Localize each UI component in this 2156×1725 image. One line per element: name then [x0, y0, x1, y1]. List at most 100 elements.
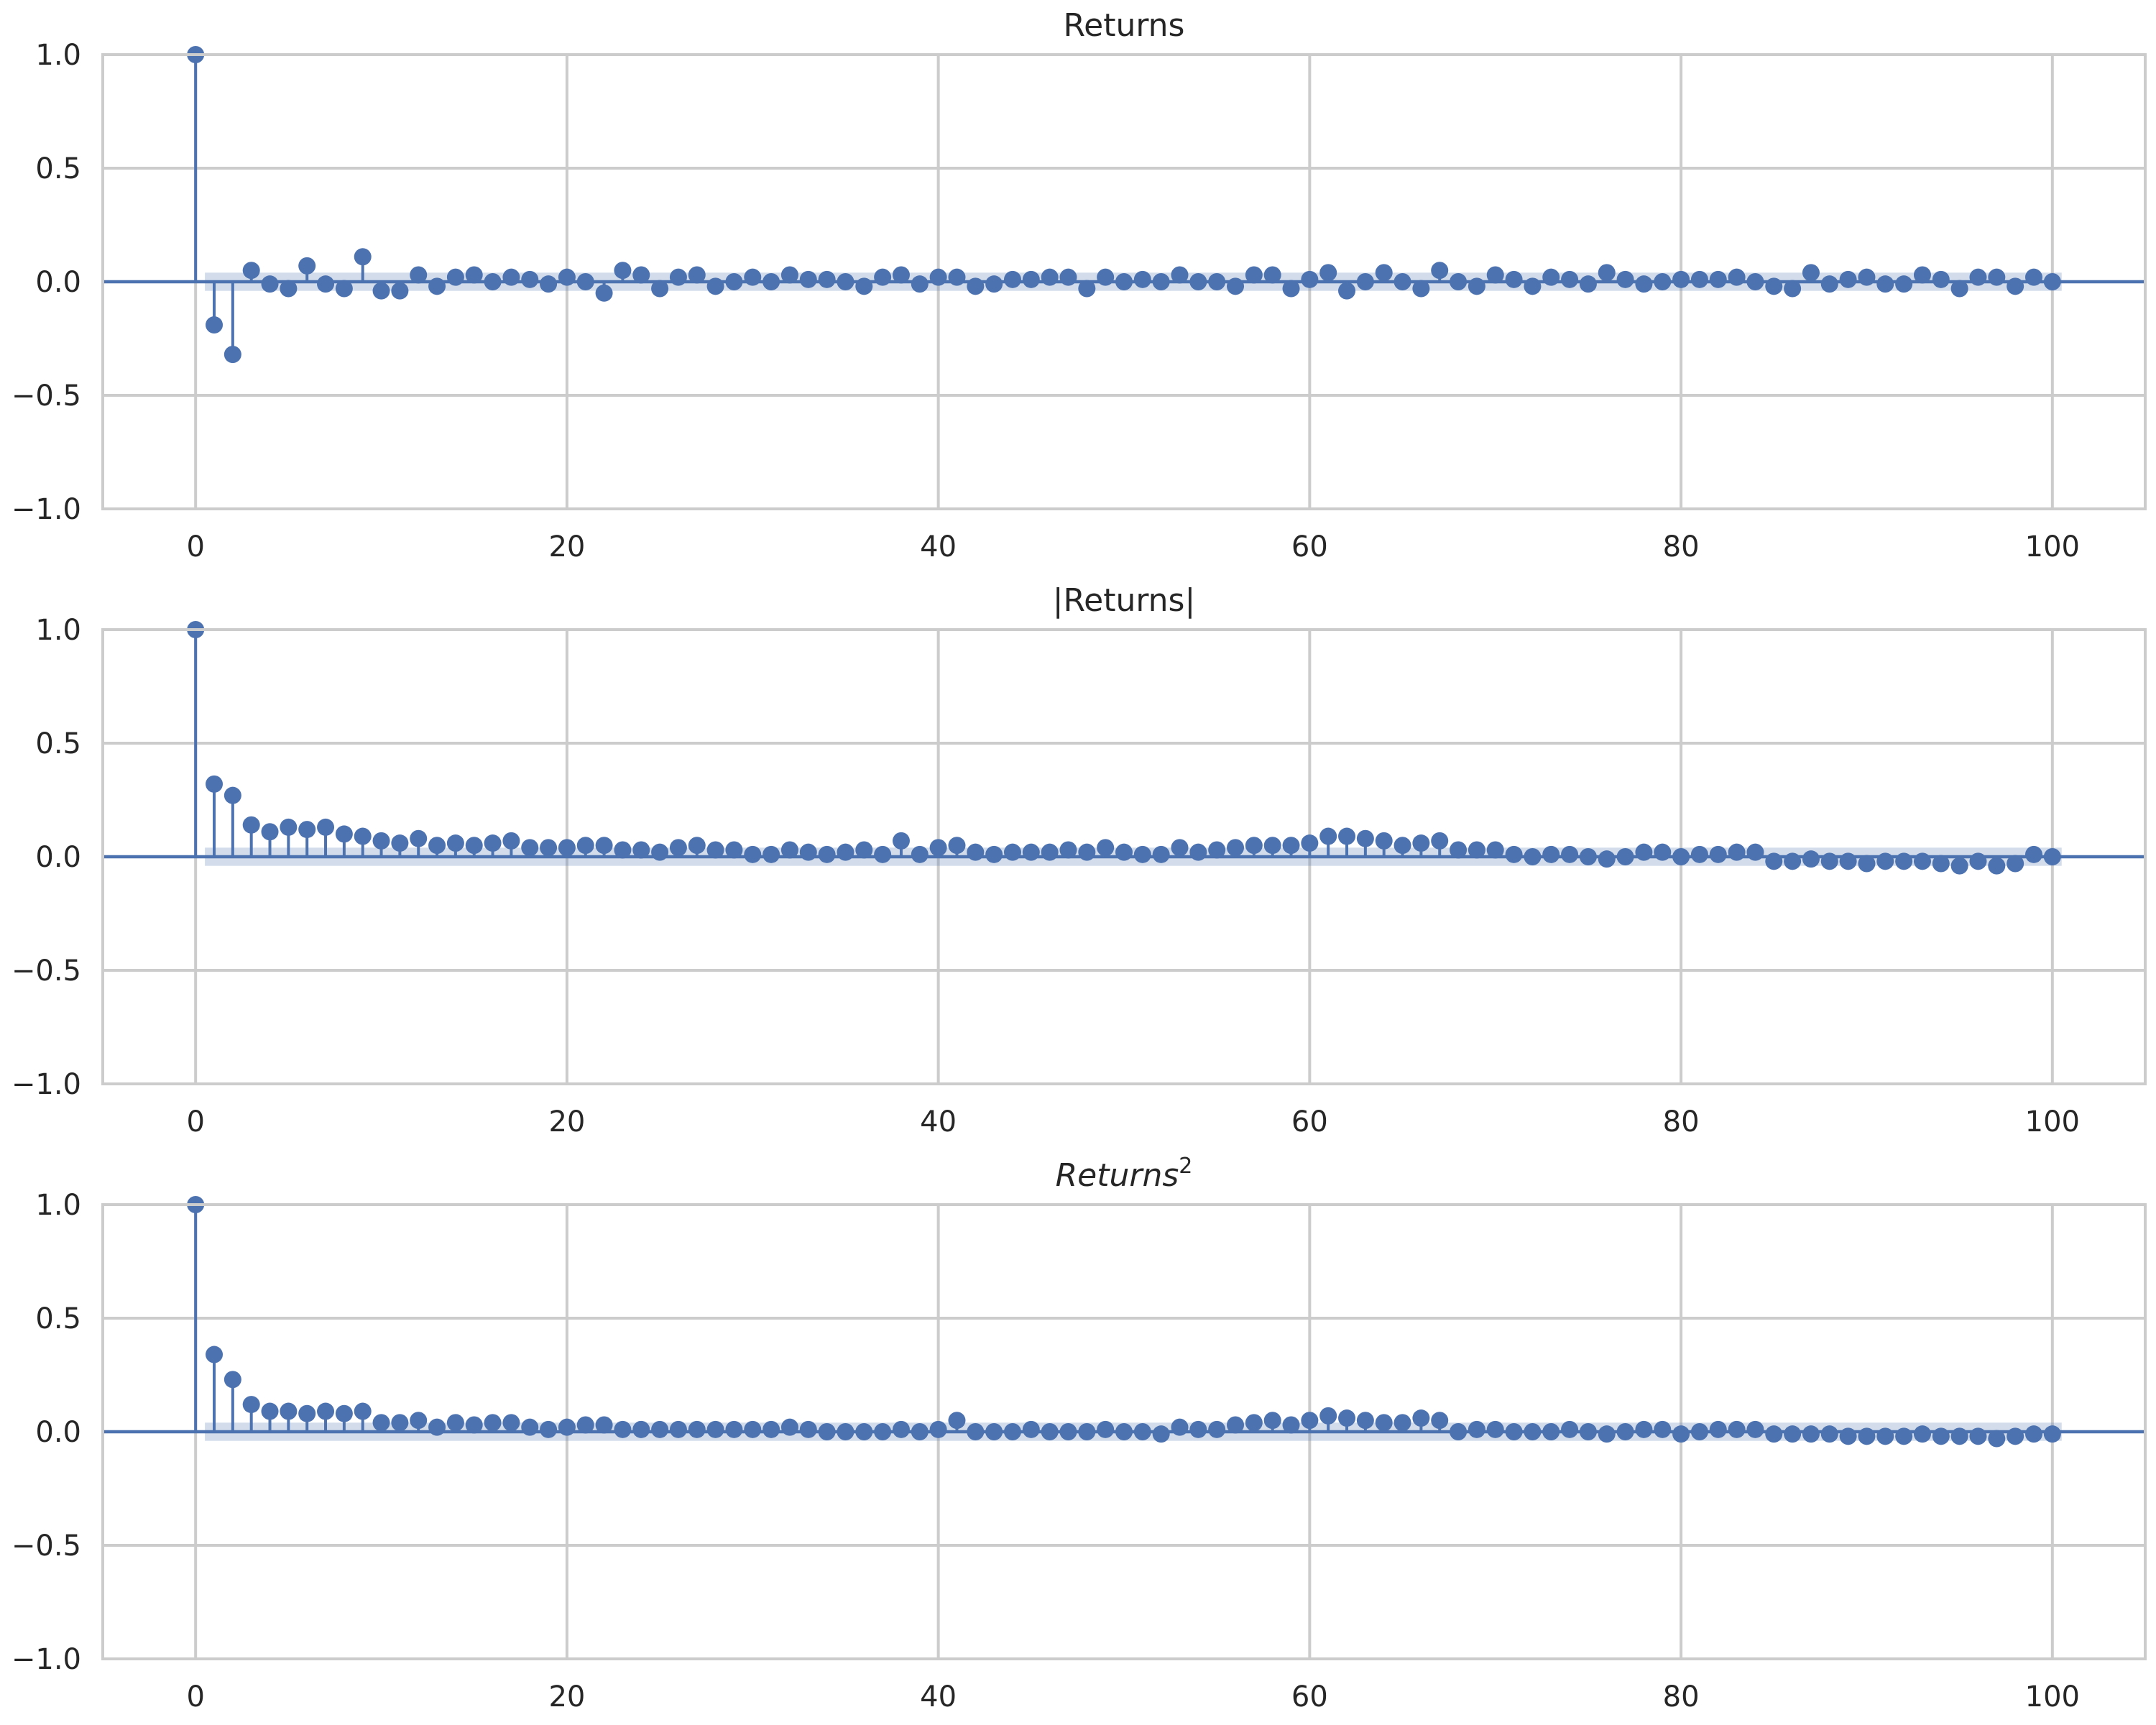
- acf-point: [446, 268, 464, 286]
- acf-point: [1022, 843, 1040, 861]
- acf-point: [688, 837, 706, 855]
- x-tick-label: 60: [1291, 1105, 1328, 1138]
- acf-point: [1542, 268, 1560, 286]
- acf-point: [1988, 1430, 2006, 1448]
- acf-point: [2043, 848, 2061, 865]
- acf-point: [1208, 841, 1226, 859]
- acf-point: [354, 248, 372, 266]
- chart-title-superscript: 2: [1179, 1154, 1192, 1179]
- acf-point: [1189, 273, 1207, 290]
- acf-point: [372, 832, 390, 850]
- acf-point: [744, 1420, 762, 1438]
- acf-point: [1561, 845, 1579, 863]
- acf-point: [1338, 282, 1356, 300]
- acf-point: [1152, 1425, 1170, 1443]
- acf-point: [1858, 1427, 1876, 1445]
- acf-point: [391, 1414, 409, 1432]
- acf-point: [725, 273, 743, 290]
- acf-point: [706, 841, 724, 859]
- acf-point: [929, 268, 947, 286]
- acf-point: [763, 1420, 780, 1438]
- acf-point: [1282, 280, 1300, 298]
- acf-point: [1969, 268, 1987, 286]
- acf-point: [1319, 1407, 1337, 1425]
- acf-point: [892, 832, 910, 850]
- acf-point: [1542, 845, 1560, 863]
- x-tick-label: 20: [548, 1680, 585, 1714]
- acf-point: [1765, 1425, 1783, 1443]
- plot-frame: [101, 53, 2147, 510]
- acf-point: [1319, 264, 1337, 282]
- acf-point: [1932, 855, 1950, 873]
- acf-point: [763, 845, 780, 863]
- acf-point: [1338, 1409, 1356, 1427]
- x-tick-label: 100: [2025, 530, 2080, 564]
- acf-point: [1672, 848, 1690, 865]
- acf-point: [669, 1420, 687, 1438]
- acf-point: [1375, 1414, 1393, 1432]
- acf-point: [1728, 268, 1746, 286]
- acf-point: [1932, 270, 1950, 288]
- acf-point: [1839, 852, 1857, 870]
- acf-point: [261, 823, 279, 841]
- acf-point: [465, 1416, 483, 1434]
- acf-point: [1133, 270, 1151, 288]
- acf-point: [632, 1420, 650, 1438]
- acf-point: [985, 275, 1003, 293]
- y-tick-label: 0.5: [35, 1302, 81, 1335]
- acf-point: [372, 282, 390, 300]
- acf-point: [1412, 834, 1430, 852]
- chart-title: |Returns|: [1053, 582, 1196, 619]
- acf-point: [874, 845, 892, 863]
- acf-point: [1913, 266, 1931, 284]
- acf-point: [1635, 843, 1653, 861]
- acf-point: [1115, 273, 1133, 290]
- acf-point: [410, 829, 428, 847]
- acf-point: [1635, 275, 1653, 293]
- acf-point: [1097, 268, 1115, 286]
- acf-point: [558, 268, 576, 286]
- acf-point: [372, 1414, 390, 1432]
- acf-point: [1450, 1423, 1468, 1440]
- plot-frame: [101, 628, 2147, 1085]
- acf-point: [1802, 1425, 1820, 1443]
- acf-point: [744, 268, 762, 286]
- acf-point: [967, 277, 985, 295]
- x-tick-label: 60: [1291, 1680, 1328, 1714]
- acf-point: [1690, 845, 1708, 863]
- acf-point: [280, 818, 298, 836]
- acf-point: [763, 273, 780, 290]
- acf-point: [1059, 1423, 1077, 1440]
- acf-point: [1022, 270, 1040, 288]
- acf-point: [1189, 1420, 1207, 1438]
- acf-point: [2007, 855, 2024, 873]
- x-tick-label: 40: [920, 1105, 957, 1138]
- acf-point: [502, 1414, 520, 1432]
- acf-point: [576, 1416, 594, 1434]
- acf-point: [1765, 277, 1783, 295]
- acf-point: [521, 839, 539, 857]
- acf-point: [1338, 827, 1356, 845]
- y-tick-label: −0.5: [11, 1530, 81, 1563]
- acf-point: [1728, 843, 1746, 861]
- acf-point: [967, 843, 985, 861]
- acf-point: [428, 837, 446, 855]
- acf-point: [428, 1418, 446, 1436]
- acf-point: [948, 1412, 966, 1430]
- acf-point: [1616, 270, 1634, 288]
- acf-point: [1375, 264, 1393, 282]
- acf-point: [651, 1420, 669, 1438]
- acf-panel-returns: 1.0 0.5 0.0 −0.5 −1.0 0 20 40 60 80 100 Returns: [11, 7, 2147, 564]
- acf-point: [799, 843, 817, 861]
- acf-point: [1450, 273, 1468, 290]
- acf-point: [1301, 270, 1319, 288]
- acf-point: [929, 839, 947, 857]
- acf-point: [911, 275, 929, 293]
- acf-point: [911, 1423, 929, 1440]
- y-tick-label: 0.0: [35, 1416, 81, 1449]
- acf-point: [1561, 1420, 1579, 1438]
- acf-point: [410, 266, 428, 284]
- y-tick-label: 0.5: [35, 727, 81, 760]
- acf-point: [1078, 280, 1096, 298]
- acf-point: [1375, 832, 1393, 850]
